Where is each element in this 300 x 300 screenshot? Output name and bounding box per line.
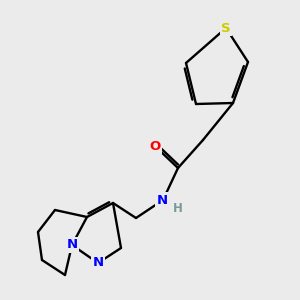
- Text: N: N: [66, 238, 78, 251]
- Text: O: O: [149, 140, 161, 152]
- Text: N: N: [92, 256, 104, 269]
- Text: H: H: [173, 202, 183, 214]
- Text: N: N: [156, 194, 168, 206]
- Text: S: S: [221, 22, 231, 34]
